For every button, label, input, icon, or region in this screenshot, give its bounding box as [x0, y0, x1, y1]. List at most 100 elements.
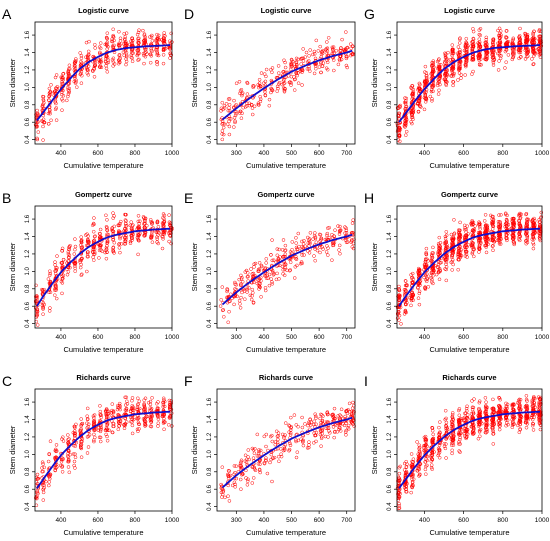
data-point — [251, 84, 255, 88]
data-point — [437, 425, 441, 430]
data-point — [434, 272, 439, 277]
x-tick-label: 700 — [341, 334, 352, 341]
y-tick-label: 0.4 — [207, 502, 213, 511]
data-point — [350, 406, 355, 410]
data-point — [457, 71, 462, 75]
y-axis-label-f: Stem diameter — [190, 425, 199, 474]
data-point — [66, 67, 71, 71]
data-point — [264, 67, 269, 72]
data-point — [537, 46, 541, 51]
data-point — [66, 82, 71, 86]
data-point — [301, 443, 306, 448]
data-point — [491, 60, 496, 65]
data-point — [339, 407, 344, 412]
data-point — [410, 112, 415, 117]
data-point — [118, 43, 122, 47]
data-point — [67, 437, 71, 441]
data-point — [47, 86, 52, 91]
data-point — [245, 92, 250, 96]
data-point — [61, 435, 65, 439]
data-point — [250, 287, 255, 292]
panel-letter-e: E — [184, 190, 193, 206]
panel-letter-a: A — [2, 6, 12, 22]
data-point — [136, 396, 140, 401]
data-point — [105, 56, 110, 60]
data-point — [98, 404, 102, 408]
data-point — [300, 425, 305, 430]
y-tick-label: 1.4 — [207, 48, 213, 57]
data-point — [35, 108, 39, 113]
data-point — [36, 130, 41, 134]
data-point — [137, 36, 141, 41]
data-point — [275, 271, 279, 276]
data-point — [78, 265, 83, 270]
data-point — [457, 50, 462, 55]
data-point — [276, 431, 281, 435]
data-point — [116, 427, 121, 432]
data-point — [422, 107, 427, 112]
data-point — [446, 61, 451, 65]
data-point — [92, 216, 96, 220]
data-point — [263, 79, 268, 84]
data-point — [221, 107, 225, 112]
y-tick-label: 0.4 — [387, 135, 393, 144]
data-point — [289, 415, 293, 420]
data-point — [35, 124, 40, 129]
x-tick-label: 1000 — [535, 334, 550, 341]
data-point — [451, 83, 455, 88]
data-point — [403, 122, 408, 126]
data-point — [98, 227, 103, 232]
data-point — [264, 444, 268, 449]
data-point — [104, 60, 108, 64]
data-point — [484, 51, 489, 56]
x-tick-label: 400 — [55, 150, 66, 157]
x-tick-label: 700 — [341, 150, 352, 157]
data-point — [46, 459, 51, 464]
data-point — [61, 93, 66, 98]
data-point — [241, 105, 245, 110]
data-point — [148, 402, 153, 407]
data-point — [136, 37, 140, 41]
data-point — [259, 295, 263, 299]
y-axis-label-h: Stem diameter — [370, 242, 379, 291]
data-point — [60, 470, 65, 474]
data-point — [93, 42, 97, 47]
data-point — [491, 51, 495, 56]
data-point — [281, 238, 286, 242]
data-point — [314, 38, 319, 43]
data-point — [73, 455, 78, 460]
data-point — [321, 61, 326, 65]
data-point — [283, 60, 287, 65]
data-point — [124, 40, 128, 44]
data-point — [417, 291, 422, 296]
data-point — [450, 268, 454, 272]
data-point — [118, 250, 122, 255]
data-point — [314, 66, 318, 71]
data-point — [464, 51, 469, 55]
panel-letter-d: D — [184, 6, 194, 22]
data-point — [226, 97, 231, 101]
data-point — [66, 94, 70, 99]
data-point — [245, 80, 249, 85]
y-tick-label: 1.2 — [207, 65, 213, 74]
data-point — [463, 73, 467, 77]
panel-title-h: Gompertz curve — [441, 190, 498, 199]
y-tick-label: 0.4 — [207, 319, 213, 328]
data-point — [278, 447, 283, 451]
x-axis-label-d: Cumulative temperature — [246, 161, 326, 170]
data-point — [249, 267, 253, 271]
data-point — [292, 276, 297, 280]
data-point — [308, 48, 312, 52]
data-point — [294, 56, 299, 61]
data-point — [456, 267, 460, 272]
data-point — [66, 88, 71, 92]
data-point — [85, 67, 89, 72]
data-point — [222, 315, 226, 319]
data-point — [312, 71, 317, 76]
data-point — [60, 437, 64, 441]
data-point — [257, 83, 262, 88]
data-point — [301, 59, 306, 63]
points-a — [33, 27, 174, 142]
data-point — [491, 37, 496, 42]
data-point — [416, 296, 421, 300]
